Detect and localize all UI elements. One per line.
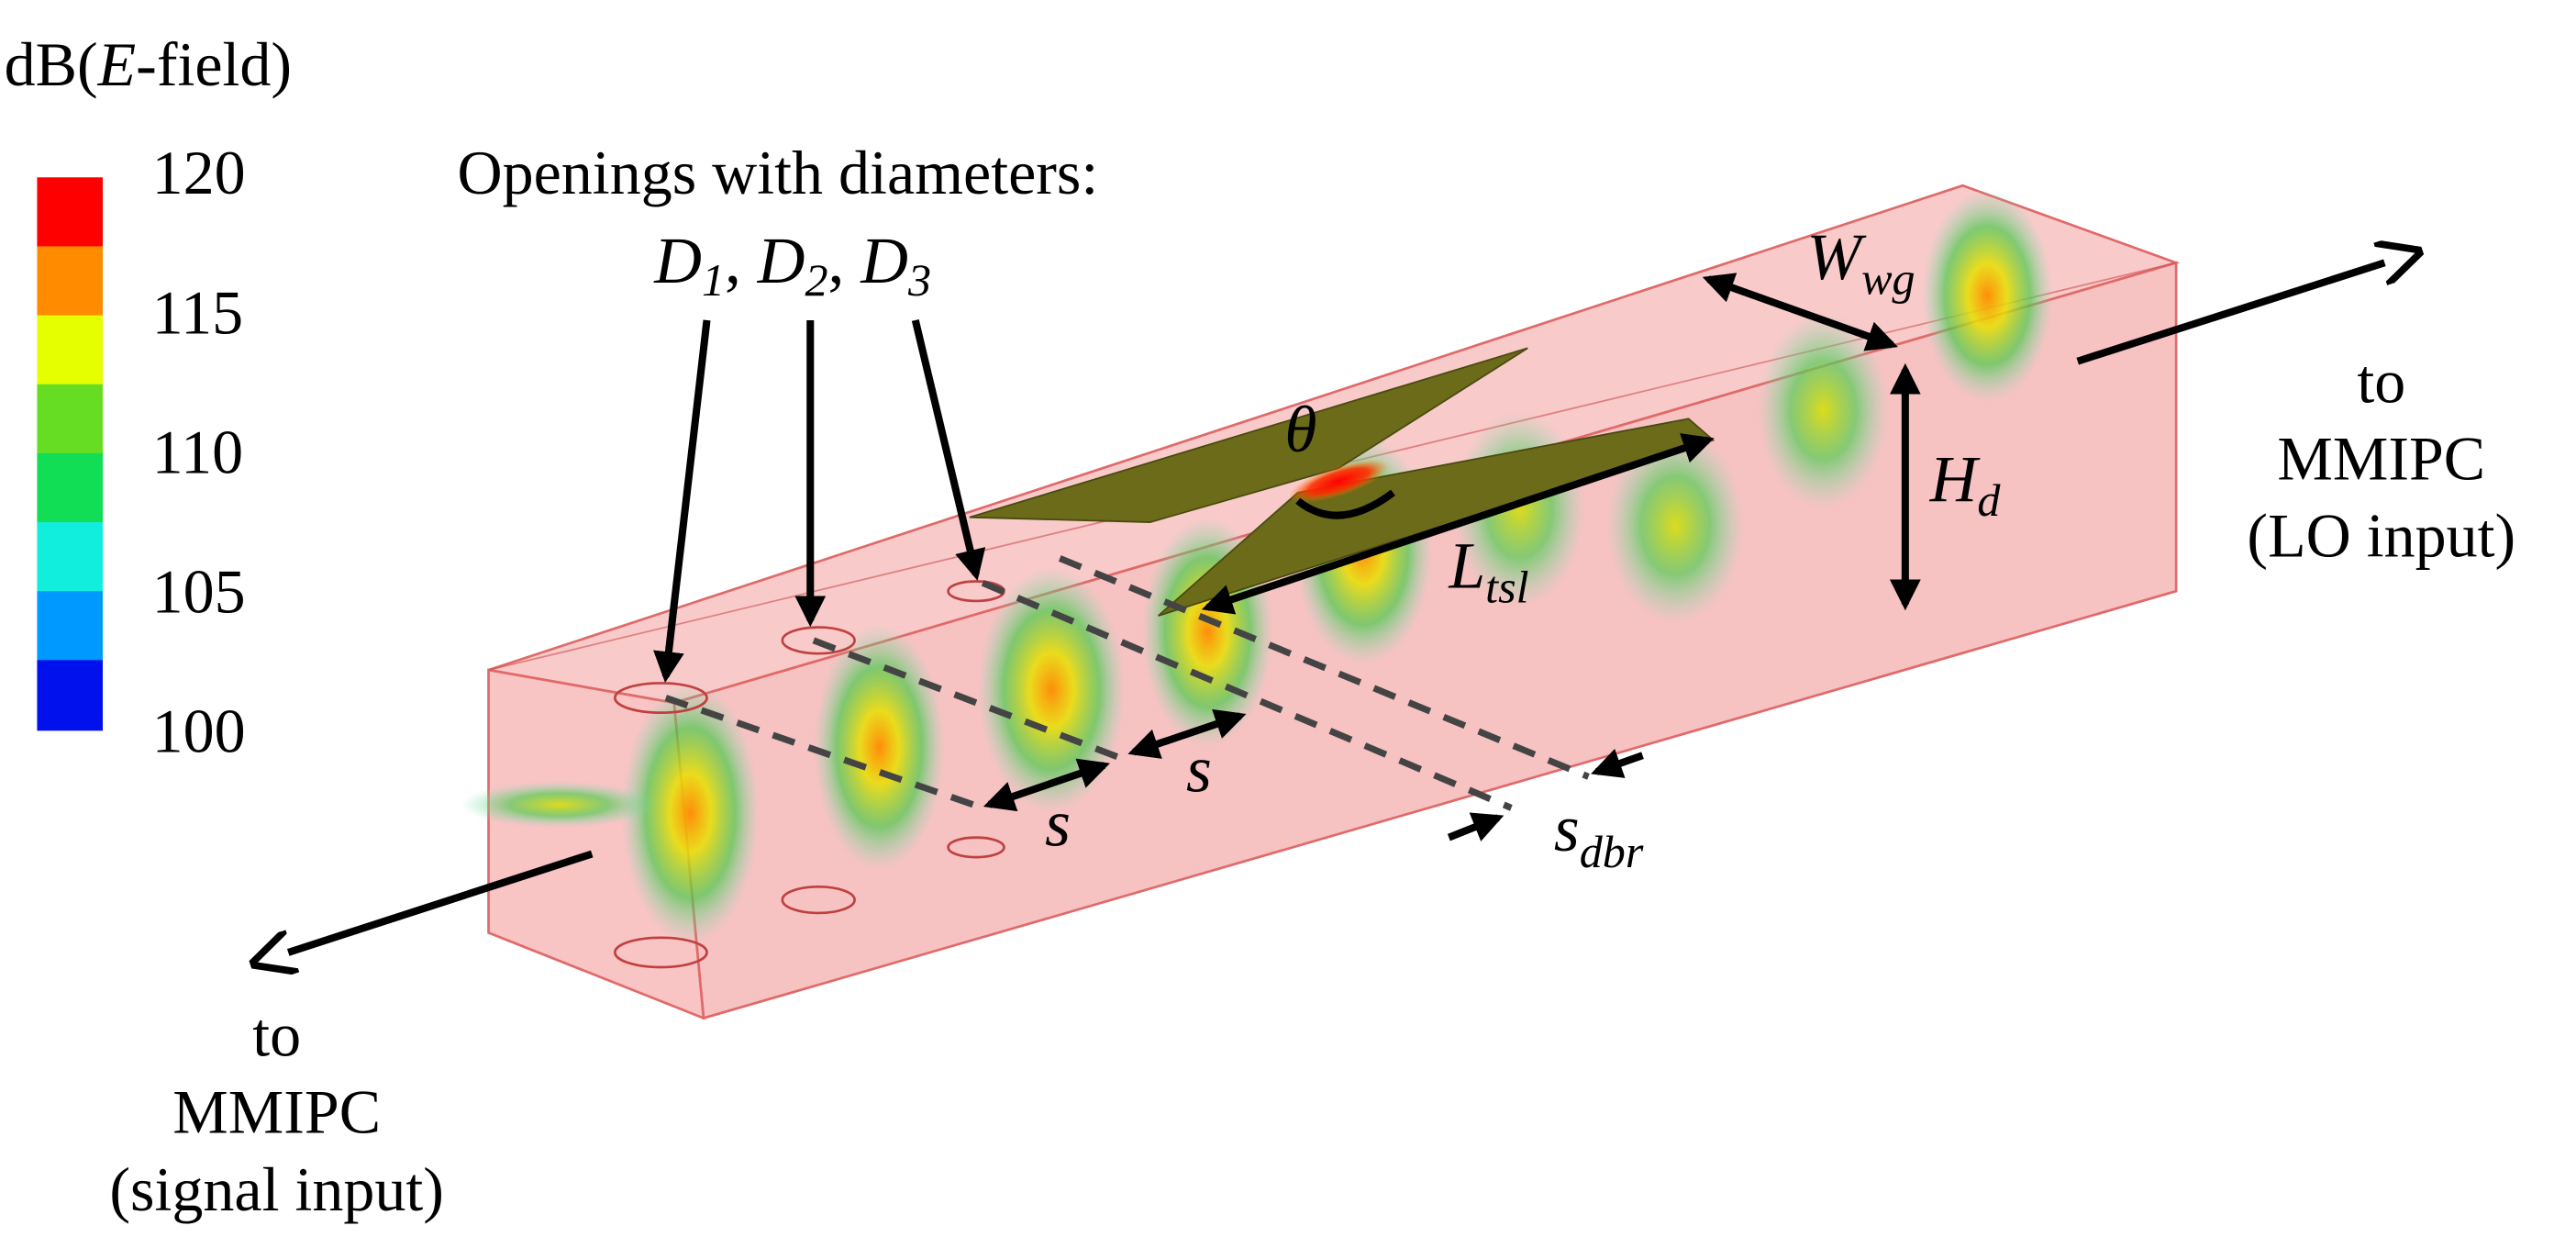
dimension-arrow <box>1447 812 1505 841</box>
colorbar: dB(E-field) 120 115 110 105 100 <box>5 29 292 766</box>
dashed-line <box>981 579 1513 811</box>
spacing-label: s <box>1045 788 1071 861</box>
colorbar-tick: 120 <box>152 138 246 207</box>
waveguide <box>461 184 2181 1020</box>
opening <box>781 626 856 655</box>
colorbar-segment <box>37 384 103 455</box>
field-blob <box>1757 312 1889 509</box>
dimension-arrow <box>1201 433 1715 615</box>
separator: , <box>828 225 861 297</box>
colorbar-tick: 100 <box>152 696 246 766</box>
arrow <box>2076 262 2385 365</box>
field-blob <box>977 566 1126 813</box>
openings-caption: Openings with diameters: <box>458 138 1099 207</box>
label-main: L <box>1448 530 1485 603</box>
opening <box>613 682 708 714</box>
dashed-line <box>812 637 1124 763</box>
separator: , <box>725 225 758 297</box>
colorbar-tick: 110 <box>152 417 243 486</box>
arrow <box>288 850 594 953</box>
dimension-arrow <box>1591 749 1644 778</box>
title-part: E <box>97 29 137 99</box>
port-line: (signal input) <box>109 1154 444 1224</box>
field-blob <box>1921 188 2053 403</box>
colorbar-segment <box>37 522 103 593</box>
port-line: (LO input) <box>2247 501 2515 571</box>
colorbar-segment <box>37 452 103 524</box>
dimension-arrow <box>1702 273 1898 351</box>
port-line: to <box>252 1000 301 1070</box>
port-line: MMIPC <box>2277 424 2485 494</box>
label-main: s <box>1554 793 1580 865</box>
port-line: to <box>2357 346 2405 416</box>
width-label: Wwg <box>1806 221 1915 304</box>
dbr-spacing-label: sdbr <box>1554 793 1644 877</box>
title-part: -field) <box>136 29 292 99</box>
diameter-labels: D1, D2, D3 <box>653 225 931 306</box>
opening <box>613 936 708 969</box>
dashed-line <box>1058 555 1590 780</box>
label-sub: dbr <box>1580 826 1644 877</box>
label-main: D <box>653 225 702 297</box>
arrow <box>911 319 986 581</box>
opening <box>947 836 1005 859</box>
arrow <box>653 319 711 683</box>
colorbar-segment <box>37 591 103 663</box>
opening <box>781 885 856 915</box>
label-main: H <box>1929 443 1981 516</box>
height-label: Hd <box>1929 443 2002 526</box>
label-main: W <box>1806 221 1867 294</box>
port-line: MMIPC <box>172 1077 381 1147</box>
field-blob <box>813 624 945 871</box>
field-blob <box>621 681 760 944</box>
colorbar-segment <box>37 660 103 731</box>
label-sub: 2 <box>805 254 827 306</box>
angle-label: θ <box>1284 394 1316 466</box>
label-sub: 3 <box>907 254 931 306</box>
label-sub: tsl <box>1485 562 1528 613</box>
spacing-label: s <box>1186 734 1212 807</box>
dashed-line <box>664 695 984 811</box>
colorbar-title: dB(E-field) <box>5 29 292 99</box>
colorbar-tick: 105 <box>152 556 246 626</box>
angle-arc <box>1295 489 1395 519</box>
label-sub: wg <box>1861 252 1915 304</box>
slot-length-label: Ltsl <box>1448 530 1528 613</box>
label-main: D <box>860 225 908 297</box>
colorbar-segment <box>37 246 103 318</box>
dimension-arrow <box>1127 708 1247 759</box>
label-main: D <box>757 225 805 297</box>
title-part: dB( <box>5 29 98 99</box>
colorbar-segment <box>37 315 103 386</box>
field-blob <box>461 781 658 828</box>
signal-port-label: to MMIPC (signal input) <box>109 1000 444 1224</box>
label-sub: d <box>1977 474 2001 526</box>
dimension-arrow <box>983 758 1110 812</box>
colorbar-tick: 115 <box>152 277 243 347</box>
lo-port-label: to MMIPC (LO input) <box>2247 346 2515 570</box>
label-sub: 1 <box>702 254 725 306</box>
colorbar-segment <box>37 177 103 249</box>
